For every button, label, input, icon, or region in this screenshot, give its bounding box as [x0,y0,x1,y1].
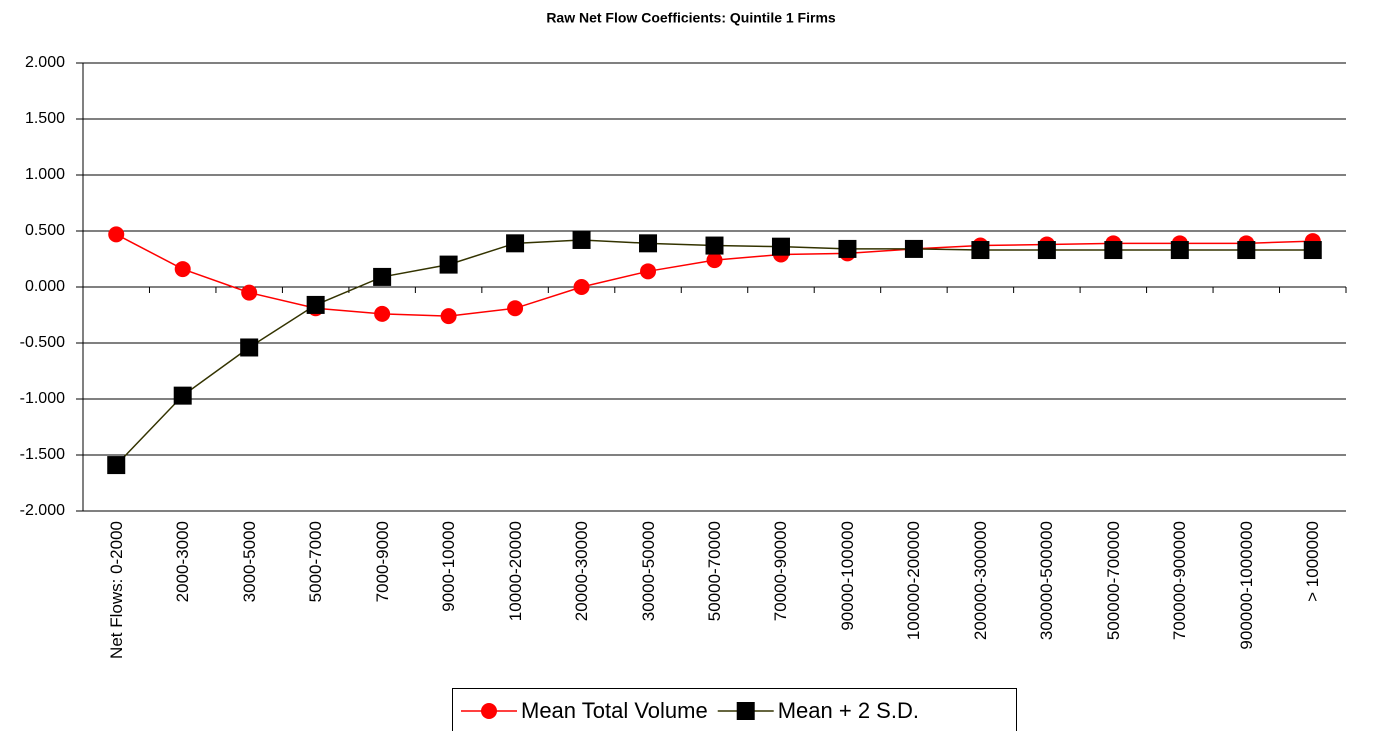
marker [1237,241,1256,260]
marker [736,702,755,720]
marker [374,305,391,322]
legend-label: Mean Total Volume [521,698,708,723]
x-tick-label: 700000-900000 [1170,521,1190,641]
marker [904,239,923,258]
marker [174,261,191,278]
x-tick-label: 90000-100000 [837,521,857,631]
marker [1170,241,1189,260]
x-tick-label: 200000-300000 [970,521,990,641]
y-tick-label: -2.000 [20,502,65,519]
x-tick-label: 10000-20000 [505,521,525,622]
x-tick-label: 5000-7000 [306,521,326,603]
marker [107,456,126,475]
x-tick-label: 9000-10000 [439,521,459,612]
marker [706,252,723,269]
x-tick-label: 900000-1000000 [1236,521,1256,650]
y-tick-label: -1.500 [20,446,65,463]
marker [639,234,658,253]
y-tick-label: 0.500 [25,222,65,239]
y-tick-label: -1.000 [20,390,65,407]
marker [1303,241,1322,260]
y-tick-label: 2.000 [25,54,65,71]
y-tick-label: 1.000 [25,166,65,183]
marker [241,284,258,301]
marker [481,703,497,719]
marker [573,279,590,295]
x-tick-label: 50000-70000 [705,521,724,622]
marker [306,295,325,314]
x-tick-label: 300000-500000 [1037,521,1057,641]
marker [971,241,990,260]
marker [440,308,457,325]
marker [1037,241,1056,260]
x-tick-label: 30000-50000 [638,521,658,622]
y-tick-label: -0.500 [20,334,65,351]
marker [771,237,790,256]
legend-graphic: Mean Total Volume Mean + 2 S.D. [461,698,919,723]
x-tick-label: Net Flows: 0-2000 [106,521,126,659]
marker [373,267,392,286]
x-tick-label: 7000-9000 [372,521,392,603]
x-tick-label: > 1000000 [1303,521,1323,602]
marker [506,234,525,253]
x-tick-label: 2000-3000 [173,521,193,603]
marker [838,239,857,258]
marker [108,226,125,243]
y-tick-label: 0.000 [25,278,65,295]
marker [173,386,192,405]
marker [572,230,591,249]
legend: Mean Total Volume Mean + 2 S.D. [452,688,1017,731]
chart-title: Raw Net Flow Coefficients: Quintile 1 Fi… [546,10,836,26]
x-tick-label: 100000-200000 [904,521,924,641]
x-tick-label: 500000-700000 [1103,521,1123,641]
marker [240,338,259,357]
legend-label: Mean + 2 S.D. [778,698,919,723]
marker [705,236,724,255]
y-tick-label: 1.500 [25,110,65,127]
x-tick-label: 20000-30000 [572,521,592,622]
series-line [115,239,1313,466]
marker [439,255,458,274]
x-tick-label: 3000-5000 [239,521,259,603]
x-tick-label: 70000-90000 [771,521,791,622]
marker [1104,241,1123,260]
marker [640,263,657,280]
marker [507,300,524,317]
